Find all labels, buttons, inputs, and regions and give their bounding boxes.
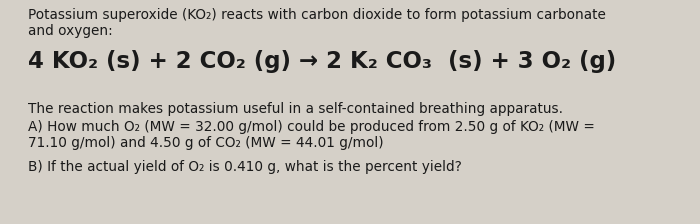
Text: B) If the actual yield of O₂ is 0.410 g, what is the percent yield?: B) If the actual yield of O₂ is 0.410 g,… <box>28 160 462 174</box>
Text: Potassium superoxide (KO₂) reacts with carbon dioxide to form potassium carbonat: Potassium superoxide (KO₂) reacts with c… <box>28 8 606 22</box>
Text: The reaction makes potassium useful in a self-contained breathing apparatus.: The reaction makes potassium useful in a… <box>28 102 563 116</box>
Text: 4 KO₂ (s) + 2 CO₂ (g) → 2 K₂ CO₃  (s) + 3 O₂ (g): 4 KO₂ (s) + 2 CO₂ (g) → 2 K₂ CO₃ (s) + 3… <box>28 50 616 73</box>
Text: 71.10 g/mol) and 4.50 g of CO₂ (MW = 44.01 g/mol): 71.10 g/mol) and 4.50 g of CO₂ (MW = 44.… <box>28 136 384 150</box>
Text: A) How much O₂ (MW = 32.00 g/mol) could be produced from 2.50 g of KO₂ (MW =: A) How much O₂ (MW = 32.00 g/mol) could … <box>28 120 595 134</box>
Text: and oxygen:: and oxygen: <box>28 24 113 38</box>
